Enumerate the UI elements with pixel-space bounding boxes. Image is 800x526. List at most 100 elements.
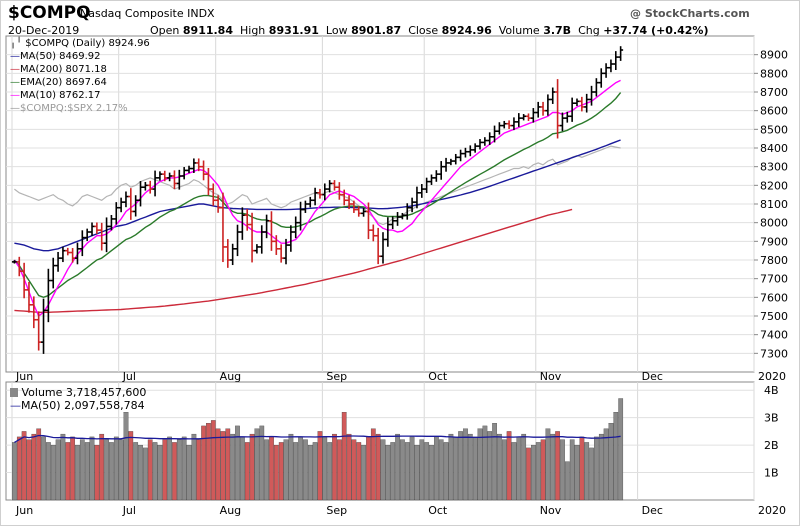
volume-bar bbox=[516, 436, 522, 501]
volume-bar bbox=[143, 447, 148, 501]
volume-bar bbox=[123, 412, 129, 501]
volume-bar bbox=[21, 431, 27, 501]
x-tick-label: Sep bbox=[326, 370, 347, 383]
price-tick-label: 8400 bbox=[760, 142, 788, 155]
open-label: Open bbox=[150, 24, 180, 37]
volume-bar bbox=[361, 444, 366, 501]
volume-bar bbox=[564, 461, 570, 501]
volume-bar bbox=[138, 444, 143, 501]
volume-bar bbox=[307, 444, 313, 501]
line-swatch-icon: — bbox=[10, 77, 20, 88]
volume-bar bbox=[414, 444, 420, 501]
legend-ratio: —$COMPQ:$SPX 2.17% bbox=[10, 103, 128, 114]
ma10-line bbox=[13, 79, 621, 318]
legend-ema20: —EMA(20) 8697.64 bbox=[10, 77, 107, 88]
volume-bar bbox=[118, 439, 124, 501]
volume-tick-label: 1B bbox=[764, 467, 779, 480]
volume-tick-label: 3B bbox=[764, 412, 779, 425]
volume-bar bbox=[191, 433, 197, 501]
x-tick-label: Aug bbox=[220, 370, 241, 383]
volume-bar bbox=[332, 433, 337, 501]
low-value: 8901.87 bbox=[351, 24, 402, 37]
x-tick-label: Nov bbox=[540, 504, 562, 517]
volume-bar bbox=[254, 428, 260, 501]
volume-bar bbox=[215, 428, 221, 501]
volume-bar bbox=[390, 442, 396, 501]
price-tick-label: 7800 bbox=[760, 254, 788, 267]
volume-bar bbox=[99, 433, 105, 501]
volume-bar bbox=[555, 431, 560, 501]
volume-bar bbox=[109, 442, 114, 501]
volume-bar bbox=[463, 428, 468, 501]
line-swatch-icon: — bbox=[10, 399, 21, 412]
price-tick-label: 8200 bbox=[760, 179, 788, 192]
volume-bar bbox=[477, 428, 483, 501]
volume-ma50-line bbox=[14, 434, 621, 443]
volume-bar bbox=[41, 436, 46, 501]
low-label: Low bbox=[325, 24, 348, 37]
volume-bar bbox=[259, 425, 265, 501]
volume-bar bbox=[60, 433, 66, 501]
x-tick-label: Oct bbox=[428, 504, 448, 517]
volume-bar bbox=[351, 439, 357, 501]
volume-bar bbox=[409, 436, 415, 501]
volume-tick-label: 2B bbox=[764, 439, 779, 452]
volume-bar bbox=[278, 442, 284, 501]
x-tick-label: Sep bbox=[326, 504, 347, 517]
volume-bar bbox=[613, 412, 619, 501]
volume-bar bbox=[133, 442, 139, 501]
volume-bar bbox=[84, 442, 90, 501]
volume-bar bbox=[429, 444, 434, 501]
volume-bar bbox=[540, 439, 546, 501]
volume-bar bbox=[167, 436, 172, 501]
volume-bar bbox=[404, 442, 410, 501]
volume-bar bbox=[618, 398, 624, 501]
volume-bar bbox=[298, 436, 303, 501]
volume-bar bbox=[157, 444, 163, 501]
x-tick-label: 2020 bbox=[758, 370, 786, 383]
volume-bar bbox=[249, 433, 255, 501]
volume-bar bbox=[550, 433, 556, 501]
quote-date: 20-Dec-2019 bbox=[8, 24, 80, 37]
volume-bar bbox=[424, 442, 430, 501]
volume-bar bbox=[560, 439, 565, 501]
volume-bar bbox=[438, 439, 444, 501]
price-tick-label: 7900 bbox=[760, 235, 788, 248]
volume-bar bbox=[201, 425, 206, 501]
x-tick-label: Oct bbox=[428, 370, 448, 383]
volume-bar bbox=[521, 433, 527, 501]
volume-tick-label: 4B bbox=[764, 384, 779, 397]
legend-ma200: —MA(200) 8071.18 bbox=[10, 64, 107, 75]
volume-bar bbox=[584, 442, 590, 501]
volume-bar bbox=[594, 436, 599, 501]
volume-bar bbox=[526, 447, 531, 501]
chg-value: +37.74 (+0.42%) bbox=[603, 24, 709, 37]
volume-bar bbox=[147, 439, 153, 501]
volume-bar bbox=[220, 431, 226, 501]
open-value: 8911.84 bbox=[182, 24, 233, 37]
volume-bar bbox=[535, 442, 541, 501]
volume-bar bbox=[327, 442, 333, 501]
line-swatch-icon: — bbox=[10, 103, 20, 114]
price-tick-label: 8700 bbox=[760, 86, 788, 99]
stockcharts-credit[interactable]: @ StockCharts.com bbox=[630, 7, 750, 20]
legend-volume: Volume 3,718,457,600 bbox=[10, 386, 146, 399]
volume-bar bbox=[317, 431, 323, 501]
volume-bar bbox=[506, 431, 512, 501]
price-tick-label: 7500 bbox=[760, 310, 788, 323]
legend-ma10: —MA(10) 8762.17 bbox=[10, 90, 101, 101]
volume-bar bbox=[598, 433, 604, 501]
price-tick-label: 8100 bbox=[760, 198, 788, 211]
line-swatch-icon: — bbox=[10, 90, 20, 101]
ratio-line bbox=[14, 145, 621, 226]
volume-bar bbox=[400, 439, 405, 501]
volume-bar bbox=[472, 436, 478, 501]
volume-bar bbox=[36, 428, 42, 501]
volume-bar bbox=[341, 412, 347, 501]
volume-bar bbox=[181, 436, 187, 501]
price-tick-label: 7300 bbox=[760, 347, 788, 360]
volume-bar bbox=[569, 439, 575, 501]
volume-bar bbox=[50, 444, 56, 501]
ema20-line bbox=[13, 92, 622, 299]
